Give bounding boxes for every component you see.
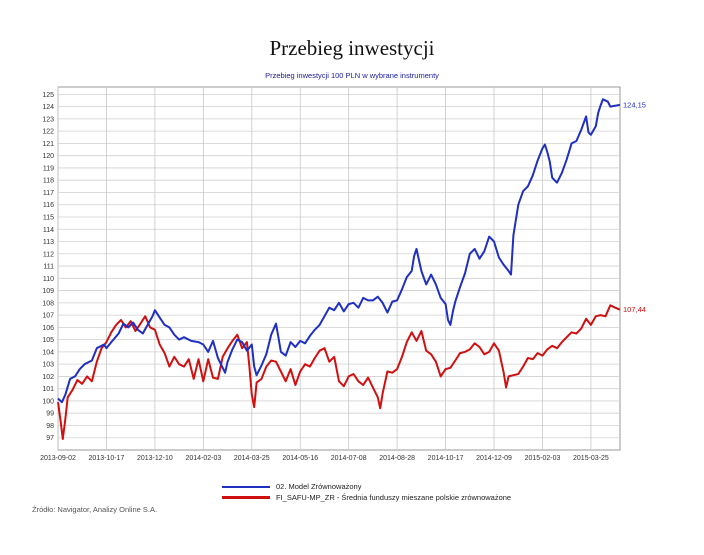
y-tick-label: 99	[46, 411, 54, 418]
y-tick-label: 102	[42, 374, 54, 381]
x-tick-label: 2014-10-17	[428, 455, 464, 462]
y-tick-label: 115	[43, 214, 54, 221]
y-tick-label: 100	[42, 398, 54, 405]
y-tick-label: 120	[42, 153, 54, 160]
series-line	[57, 304, 621, 440]
source-note: Źródło: Navigator, Analizy Online S.A.	[32, 505, 158, 514]
y-tick-label: 121	[42, 141, 54, 148]
x-tick-label: 2014-02-03	[185, 455, 221, 462]
y-tick-label: 114	[43, 227, 54, 234]
x-tick-label: 2014-07-08	[331, 455, 367, 462]
y-tick-label: 125	[42, 92, 54, 99]
y-tick-label: 104	[42, 349, 54, 356]
series-line	[57, 98, 621, 404]
legend-label: FI_SAFU-MP_ZR - Średnia funduszy mieszan…	[276, 493, 512, 502]
y-tick-label: 113	[43, 239, 54, 246]
legend-item: 02. Model Zrównoważony	[222, 481, 511, 492]
end-value-label: 107,44	[623, 305, 646, 314]
legend-swatch	[222, 496, 270, 499]
y-tick-label: 110	[43, 276, 54, 283]
y-tick-label: 98	[46, 423, 54, 430]
y-tick-label: 118	[43, 178, 54, 185]
chart-title: Przebieg inwestycji 100 PLN w wybrane in…	[265, 71, 439, 80]
x-tick-label: 2015-03-25	[573, 455, 609, 462]
x-tick-label: 2013-09-02	[40, 455, 76, 462]
y-tick-label: 119	[43, 165, 54, 172]
y-tick-label: 109	[42, 288, 54, 295]
y-tick-label: 103	[42, 362, 54, 369]
y-tick-label: 117	[43, 190, 54, 197]
y-tick-label: 105	[42, 337, 54, 344]
y-tick-label: 97	[46, 435, 54, 442]
y-tick-label: 101	[42, 386, 54, 393]
end-value-label: 124,15	[623, 100, 646, 109]
x-tick-label: 2015-02-03	[525, 455, 561, 462]
x-tick-label: 2013-12-10	[137, 455, 173, 462]
legend-label: 02. Model Zrównoważony	[276, 482, 362, 491]
y-tick-label: 106	[42, 325, 54, 332]
x-tick-label: 2014-08-28	[379, 455, 415, 462]
x-tick-label: 2014-05-16	[282, 455, 318, 462]
y-tick-label: 107	[42, 313, 54, 320]
line-chart: 97 98 99 100 101 102 103 104 105 106 107 108 109 110 1…	[40, 86, 646, 462]
legend-swatch	[222, 485, 270, 488]
legend-item: FI_SAFU-MP_ZR - Średnia funduszy mieszan…	[222, 492, 511, 503]
x-tick-label: 2014-12-09	[476, 455, 512, 462]
y-tick-label: 116	[43, 202, 54, 209]
y-tick-label: 124	[42, 104, 54, 111]
y-tick-label: 122	[42, 129, 54, 136]
plot-area	[57, 86, 621, 451]
x-tick-label: 2013-10-17	[89, 455, 125, 462]
y-tick-label: 111	[43, 264, 54, 271]
page-title: Przebieg inwestycji	[269, 36, 435, 60]
y-tick-label: 108	[42, 300, 54, 307]
y-tick-label: 112	[43, 251, 54, 258]
y-tick-label: 123	[42, 116, 54, 123]
x-tick-label: 2014-03-25	[234, 455, 270, 462]
legend: 02. Model Zrównoważony FI_SAFU-MP_ZR - Ś…	[222, 481, 511, 503]
